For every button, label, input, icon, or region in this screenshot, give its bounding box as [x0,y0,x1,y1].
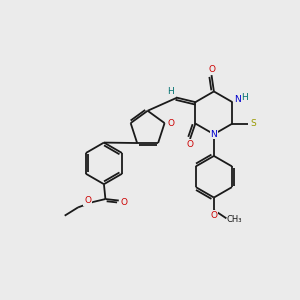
Text: O: O [168,118,175,127]
Text: S: S [250,119,256,128]
Text: H: H [241,93,248,102]
Text: O: O [210,211,218,220]
Text: O: O [187,140,194,149]
Text: N: N [234,95,241,104]
Text: O: O [121,198,128,207]
Text: O: O [208,65,215,74]
Text: H: H [167,87,174,96]
Text: O: O [84,196,91,205]
Text: CH₃: CH₃ [227,215,242,224]
Text: N: N [211,130,217,139]
